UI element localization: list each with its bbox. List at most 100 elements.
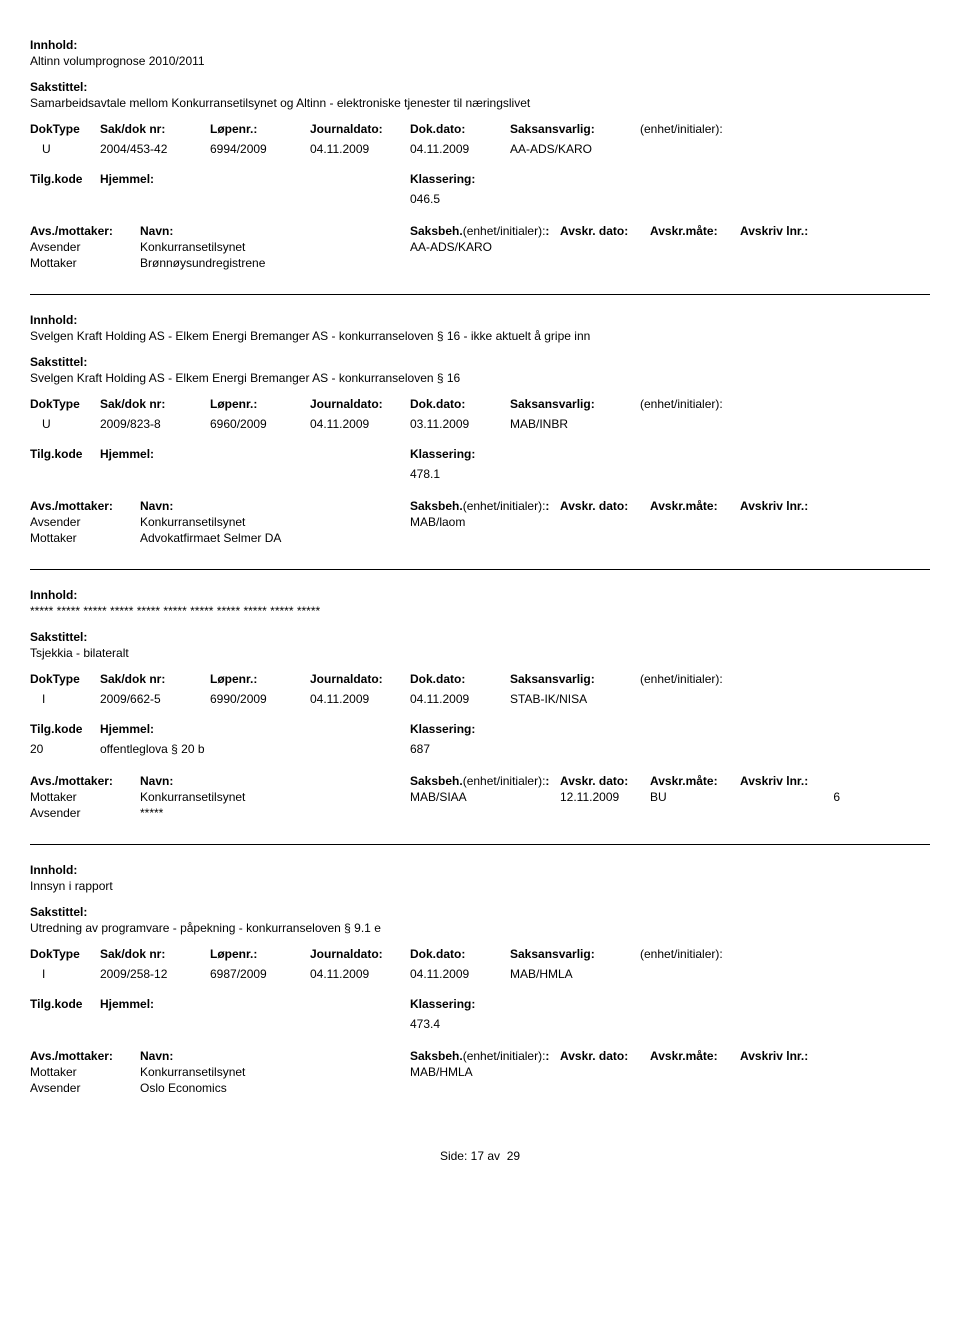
val-dokdato: 04.11.2009 — [410, 142, 510, 156]
col-doktype: DokType — [30, 397, 100, 411]
tilgkode-value — [30, 1017, 100, 1031]
tilgkode-value — [30, 467, 100, 481]
val-doktype: I — [30, 967, 100, 981]
party-row-1: Mottaker Konkurransetilsynet MAB/SIAA 12… — [30, 790, 930, 804]
innhold-value: Svelgen Kraft Holding AS - Elkem Energi … — [30, 329, 930, 343]
val-dokdato: 03.11.2009 — [410, 417, 510, 431]
tilg-row: Tilg.kode Hjemmel: Klassering: — [30, 722, 930, 736]
tilgkode-label: Tilg.kode — [30, 447, 100, 461]
party2-name: Brønnøysundregistrene — [140, 256, 410, 270]
avskrmate-label: Avskr.måte: — [650, 224, 740, 238]
tilgkode-label: Tilg.kode — [30, 172, 100, 186]
col-sakdok: Sak/dok nr: — [100, 672, 210, 686]
col-lopenr: Løpenr.: — [210, 672, 310, 686]
party1-avskrlnr: 6 — [700, 790, 840, 804]
avskrmate-label: Avskr.måte: — [650, 1049, 740, 1063]
party1-avskrmate: BU — [650, 790, 700, 804]
klassering-value: 473.4 — [410, 1017, 440, 1031]
tilgkode-label: Tilg.kode — [30, 997, 100, 1011]
value-row: U 2009/823-8 6960/2009 04.11.2009 03.11.… — [30, 417, 930, 431]
tilg-row: Tilg.kode Hjemmel: Klassering: — [30, 447, 930, 461]
klassering-value: 046.5 — [410, 192, 440, 206]
party1-avskrdate — [560, 1065, 650, 1079]
col-enhet: (enhet/initialer): — [640, 672, 760, 686]
innhold-label: Innhold: — [30, 38, 930, 52]
hjemmel-label: Hjemmel: — [100, 997, 410, 1011]
journal-record: Innhold: Innsyn i rapport Sakstittel: Ut… — [30, 845, 930, 1119]
col-dokdato: Dok.dato: — [410, 947, 510, 961]
party1-label: Avsender — [30, 515, 140, 529]
avskrivlnr-label: Avskriv lnr.: — [740, 1049, 808, 1063]
val-doktype: U — [30, 142, 100, 156]
val-dokdato: 04.11.2009 — [410, 692, 510, 706]
party1-label: Avsender — [30, 240, 140, 254]
tilg-row: Tilg.kode Hjemmel: Klassering: — [30, 997, 930, 1011]
avskrmate-label: Avskr.måte: — [650, 499, 740, 513]
col-lopenr: Løpenr.: — [210, 947, 310, 961]
party2-code — [410, 531, 560, 545]
party1-name: Konkurransetilsynet — [140, 240, 410, 254]
col-enhet: (enhet/initialer): — [640, 122, 760, 136]
val-saksansvarlig: MAB/INBR — [510, 417, 640, 431]
page-footer: Side: 17 av 29 — [30, 1149, 930, 1163]
party-row-1: Avsender Konkurransetilsynet MAB/laom — [30, 515, 930, 529]
val-saksansvarlig: MAB/HMLA — [510, 967, 640, 981]
val-lopenr: 6987/2009 — [210, 967, 310, 981]
klassering-label: Klassering: — [410, 722, 475, 736]
col-sakdok: Sak/dok nr: — [100, 122, 210, 136]
col-journaldato: Journaldato: — [310, 947, 410, 961]
val-journaldato: 04.11.2009 — [310, 142, 410, 156]
sakstittel-value: Utredning av programvare - påpekning - k… — [30, 921, 930, 935]
val-journaldato: 04.11.2009 — [310, 417, 410, 431]
val-sakdok: 2004/453-42 — [100, 142, 210, 156]
val-dokdato: 04.11.2009 — [410, 967, 510, 981]
tilg-value-row: 478.1 — [30, 467, 930, 481]
value-row: I 2009/258-12 6987/2009 04.11.2009 04.11… — [30, 967, 930, 981]
party-row-2: Mottaker Advokatfirmaet Selmer DA — [30, 531, 930, 545]
klassering-label: Klassering: — [410, 172, 475, 186]
header-row: DokType Sak/dok nr: Løpenr.: Journaldato… — [30, 947, 930, 961]
col-enhet: (enhet/initialer): — [640, 947, 760, 961]
innhold-label: Innhold: — [30, 313, 930, 327]
party1-code: MAB/laom — [410, 515, 560, 529]
avskrdato-label: Avskr. dato: — [560, 224, 650, 238]
party1-name: Konkurransetilsynet — [140, 790, 410, 804]
party2-label: Avsender — [30, 806, 140, 820]
innhold-value: ***** ***** ***** ***** ***** ***** ****… — [30, 604, 930, 618]
hjemmel-label: Hjemmel: — [100, 172, 410, 186]
col-sakdok: Sak/dok nr: — [100, 947, 210, 961]
value-row: I 2009/662-5 6990/2009 04.11.2009 04.11.… — [30, 692, 930, 706]
innhold-label: Innhold: — [30, 863, 930, 877]
val-lopenr: 6960/2009 — [210, 417, 310, 431]
col-journaldato: Journaldato: — [310, 397, 410, 411]
avskrdato-label: Avskr. dato: — [560, 499, 650, 513]
avskrmate-label: Avskr.måte: — [650, 774, 740, 788]
party1-code: MAB/SIAA — [410, 790, 560, 804]
klassering-label: Klassering: — [410, 447, 475, 461]
party2-code — [410, 1081, 560, 1095]
col-saksansvarlig: Saksansvarlig: — [510, 947, 640, 961]
val-sakdok: 2009/823-8 — [100, 417, 210, 431]
val-sakdok: 2009/662-5 — [100, 692, 210, 706]
party2-code — [410, 806, 560, 820]
navn-label: Navn: — [140, 224, 410, 238]
avsmottaker-label: Avs./mottaker: — [30, 499, 140, 513]
party-row-2: Avsender Oslo Economics — [30, 1081, 930, 1095]
party1-avskrlnr — [700, 240, 840, 254]
party1-avskrmate — [650, 240, 700, 254]
saksbeh-label: Saksbeh.(enhet/initialer):: — [410, 1049, 560, 1063]
journal-record: Innhold: ***** ***** ***** ***** ***** *… — [30, 570, 930, 845]
tilgkode-value — [30, 192, 100, 206]
col-dokdato: Dok.dato: — [410, 122, 510, 136]
saksbeh-label: Saksbeh.(enhet/initialer):: — [410, 224, 560, 238]
saksbeh-label: Saksbeh.(enhet/initialer):: — [410, 499, 560, 513]
party1-avskrmate — [650, 515, 700, 529]
party1-name: Konkurransetilsynet — [140, 515, 410, 529]
col-journaldato: Journaldato: — [310, 122, 410, 136]
col-saksansvarlig: Saksansvarlig: — [510, 397, 640, 411]
klassering-value: 687 — [410, 742, 430, 756]
col-saksansvarlig: Saksansvarlig: — [510, 672, 640, 686]
val-journaldato: 04.11.2009 — [310, 692, 410, 706]
journal-record: Innhold: Altinn volumprognose 2010/2011 … — [30, 20, 930, 295]
avsmottaker-label: Avs./mottaker: — [30, 224, 140, 238]
